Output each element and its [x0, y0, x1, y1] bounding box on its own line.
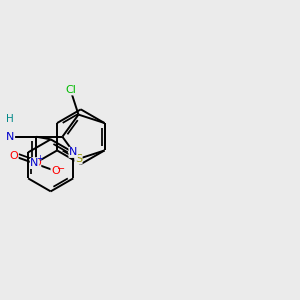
Text: S: S: [75, 154, 82, 164]
Text: +: +: [36, 154, 43, 163]
Text: N: N: [6, 132, 14, 142]
Text: O: O: [9, 151, 18, 161]
Text: O: O: [32, 158, 41, 168]
Text: −: −: [57, 164, 65, 175]
Text: N: N: [69, 147, 77, 158]
Text: N: N: [30, 158, 39, 168]
Text: Cl: Cl: [65, 85, 76, 95]
Text: O: O: [51, 166, 60, 176]
Text: H: H: [7, 113, 14, 124]
